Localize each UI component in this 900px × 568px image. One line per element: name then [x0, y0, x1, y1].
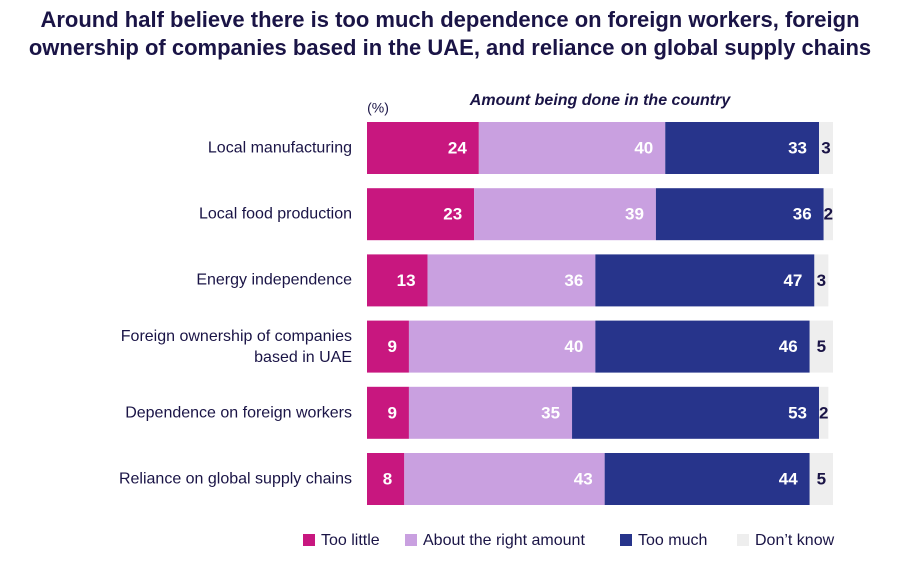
- value-label: 39: [625, 205, 644, 224]
- legend-swatch: [737, 534, 749, 546]
- bar-segment: [809, 453, 833, 505]
- value-label: 3: [821, 138, 830, 157]
- category-label: Dependence on foreign workers: [125, 404, 352, 422]
- bar-segment: [572, 386, 820, 439]
- bar-segment: [595, 320, 810, 373]
- legend-swatch: [620, 534, 632, 546]
- bar-segment: [478, 122, 666, 174]
- bar-segment: [427, 254, 596, 307]
- bar-segment: [809, 320, 833, 373]
- bar-segment: [823, 188, 833, 241]
- value-label: 33: [788, 138, 807, 157]
- value-label: 36: [793, 205, 812, 224]
- bar-segment: [367, 320, 409, 373]
- value-label: 36: [564, 271, 583, 290]
- bar-segment: [604, 453, 810, 505]
- subtitle: Amount being done in the country: [469, 92, 732, 109]
- chart-title: Around half believe there is too much de…: [28, 7, 872, 60]
- bar-segment: [655, 188, 824, 241]
- category-label: Local food production: [199, 205, 352, 223]
- bar-segment: [367, 386, 409, 439]
- value-label: 23: [443, 205, 462, 224]
- value-label: 35: [541, 403, 560, 422]
- bar-segment: [814, 254, 829, 307]
- legend-label: Too much: [638, 532, 707, 549]
- value-label: 44: [779, 469, 798, 488]
- bar-segment: [819, 122, 833, 174]
- bar-segment: [404, 453, 605, 505]
- value-label: 24: [448, 138, 467, 157]
- bar-segment: [367, 254, 428, 307]
- value-label: 5: [817, 337, 826, 356]
- bar-segment: [367, 122, 479, 174]
- bar-segment: [367, 188, 475, 241]
- bar-segment: [819, 386, 829, 439]
- legend-swatch: [405, 534, 417, 546]
- value-label: 9: [387, 337, 396, 356]
- bar-segment: [595, 254, 815, 307]
- value-label: 53: [788, 403, 807, 422]
- value-label: 2: [819, 403, 828, 422]
- legend-label: About the right amount: [423, 532, 585, 549]
- value-label: 8: [383, 469, 392, 488]
- value-label: 40: [634, 138, 653, 157]
- value-label: 43: [574, 469, 593, 488]
- bar-segment: [408, 320, 596, 373]
- value-label: 40: [564, 337, 583, 356]
- category-label: Energy independence: [196, 271, 352, 289]
- bar-segment: [665, 122, 820, 174]
- category-label: Foreign ownership of companies based in …: [120, 327, 352, 366]
- bar-segment: [474, 188, 656, 241]
- legend-label: Don’t know: [755, 532, 835, 549]
- legend-swatch: [303, 534, 315, 546]
- value-label: 46: [779, 337, 798, 356]
- legend-label: Too little: [321, 532, 380, 549]
- category-label: Reliance on global supply chains: [118, 470, 352, 488]
- value-label: 5: [817, 469, 826, 488]
- unit-label: (%): [367, 100, 389, 116]
- value-label: 3: [817, 271, 826, 290]
- value-label: 2: [824, 205, 833, 224]
- bar-segment: [408, 386, 573, 439]
- value-label: 13: [397, 271, 416, 290]
- category-label: Local manufacturing: [207, 139, 352, 157]
- value-label: 47: [783, 271, 802, 290]
- bar-segment: [367, 453, 405, 505]
- value-label: 9: [387, 403, 396, 422]
